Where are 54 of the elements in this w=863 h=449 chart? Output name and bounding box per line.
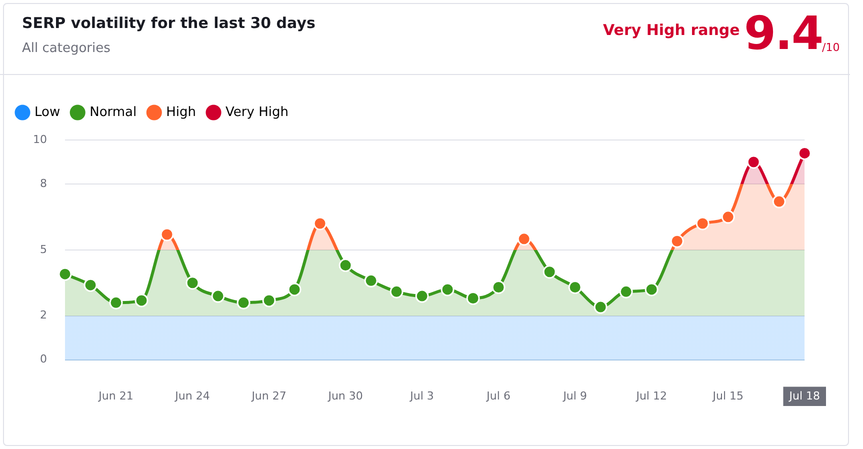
point xyxy=(415,289,429,303)
point xyxy=(721,210,735,224)
point xyxy=(517,232,531,246)
x-tick-label: Jun 21 xyxy=(98,389,134,402)
point xyxy=(772,194,786,208)
point xyxy=(58,267,72,281)
point xyxy=(696,216,710,230)
legend-label: Low xyxy=(34,104,60,120)
point xyxy=(338,258,352,272)
point xyxy=(746,155,760,169)
legend-label: High xyxy=(166,104,196,120)
legend-label: Very High xyxy=(226,104,288,120)
point xyxy=(211,289,225,303)
point xyxy=(160,228,174,242)
point xyxy=(186,276,200,290)
point xyxy=(619,284,633,298)
y-tick-label: 8 xyxy=(40,176,47,190)
point xyxy=(670,234,684,248)
point xyxy=(466,292,480,306)
y-tick-label: 0 xyxy=(40,352,47,366)
x-tick-label: Jul 15 xyxy=(712,389,744,402)
point xyxy=(364,274,378,288)
y-tick-label: 2 xyxy=(40,308,47,322)
point xyxy=(440,282,454,296)
point xyxy=(262,294,276,308)
point xyxy=(594,300,608,314)
point xyxy=(644,282,658,296)
x-tick-label: Jul 18 xyxy=(788,389,820,402)
x-tick-label: Jun 27 xyxy=(250,389,286,402)
text: /10 xyxy=(822,41,840,54)
point xyxy=(84,278,98,292)
x-tick-label: Jul 3 xyxy=(409,389,434,402)
y-tick-label: 5 xyxy=(40,242,47,256)
text: Very High range xyxy=(603,21,740,39)
point xyxy=(109,296,123,310)
point xyxy=(236,296,250,310)
point xyxy=(134,294,148,308)
x-tick-label: Jul 6 xyxy=(486,389,510,402)
chart-title: SERP volatility for the last 30 days xyxy=(22,14,316,32)
point xyxy=(390,284,404,298)
point xyxy=(288,282,302,296)
point xyxy=(568,280,582,294)
point xyxy=(492,280,506,294)
x-tick-label: Jun 30 xyxy=(327,389,363,402)
point xyxy=(542,265,556,279)
x-tick-label: Jul 9 xyxy=(562,389,587,402)
text: 9.4 xyxy=(744,6,822,60)
legend-label: Normal xyxy=(90,104,137,120)
point xyxy=(798,146,812,160)
x-tick-label: Jul 12 xyxy=(635,389,667,402)
x-tick-label: Jun 24 xyxy=(174,389,210,402)
y-tick-label: 10 xyxy=(33,132,47,146)
point xyxy=(313,216,327,230)
chart-subtitle: All categories xyxy=(22,41,110,56)
